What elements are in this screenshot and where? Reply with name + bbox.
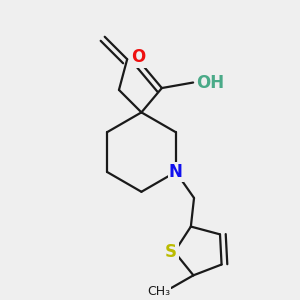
Text: S: S — [165, 243, 177, 261]
Text: CH₃: CH₃ — [147, 285, 170, 298]
Text: OH: OH — [196, 74, 225, 92]
Text: O: O — [131, 48, 146, 66]
Text: N: N — [169, 163, 183, 181]
